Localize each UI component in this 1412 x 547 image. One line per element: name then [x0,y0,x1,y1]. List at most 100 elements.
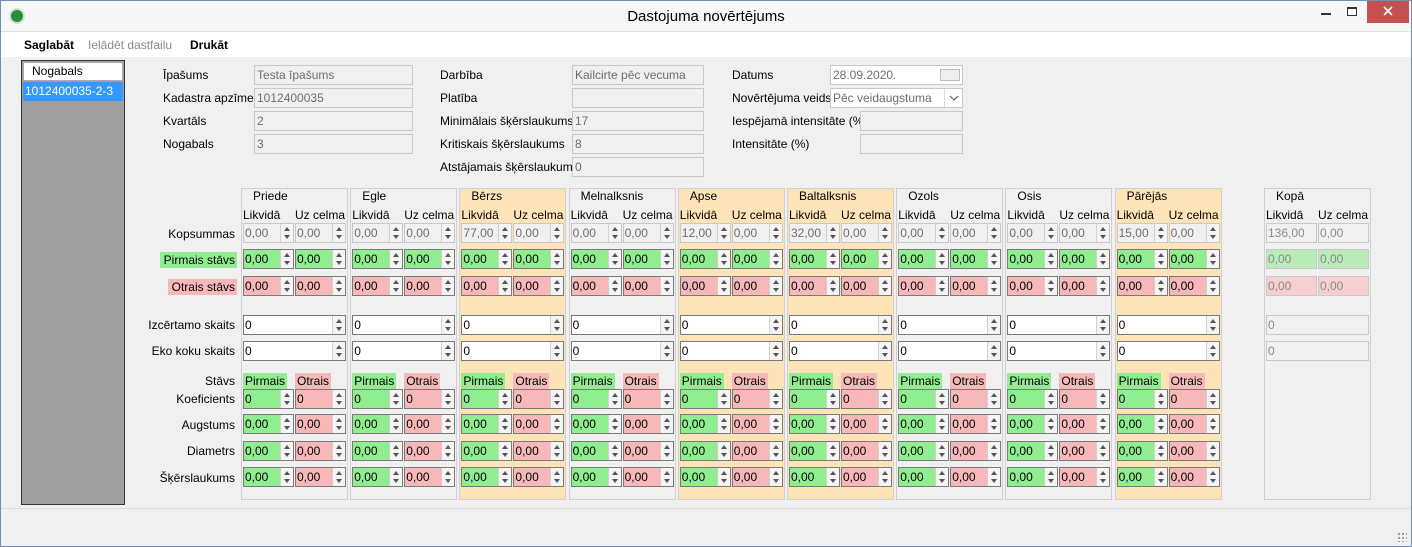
spin-button[interactable] [826,415,839,433]
numeric-input[interactable]: 0,00 [513,276,565,296]
numeric-input[interactable]: 0,00 [1116,441,1168,461]
spin-button[interactable] [280,224,293,242]
spin-button[interactable] [1205,224,1219,242]
spin-button[interactable] [498,224,512,242]
spin-button[interactable] [607,224,621,242]
spin-button[interactable] [441,342,455,360]
spin-button[interactable] [1096,390,1110,408]
spin-button[interactable] [716,442,730,460]
spin-button[interactable] [389,442,403,460]
spin-button[interactable] [550,250,564,268]
spin-button[interactable] [441,442,455,460]
spin-button[interactable] [1096,415,1110,433]
numeric-input[interactable]: 0 [243,389,294,409]
numeric-input[interactable]: 0 [679,389,731,409]
spin-button[interactable] [659,415,673,433]
numeric-input[interactable]: 0,00 [243,223,294,243]
numeric-input[interactable]: 0,00 [1116,467,1168,487]
numeric-input[interactable]: 0,00 [404,441,456,461]
numeric-input[interactable]: 0,00 [950,223,1002,243]
spin-button[interactable] [441,277,455,295]
spin-button[interactable] [280,468,293,486]
spin-button[interactable] [878,390,891,408]
numeric-input[interactable]: 0,00 [731,441,783,461]
spin-button[interactable] [1044,224,1058,242]
spin-button[interactable] [389,468,403,486]
text-field[interactable]: Testa īpašums [254,65,413,85]
spin-button[interactable] [389,224,403,242]
spin-button[interactable] [878,442,891,460]
spin-button[interactable] [1205,277,1219,295]
spin-button[interactable] [987,442,1001,460]
numeric-input[interactable]: 0,00 [622,249,674,269]
spin-button[interactable] [607,250,621,268]
numeric-input[interactable]: 0,00 [295,414,346,434]
text-field[interactable]: 2 [254,111,413,131]
spin-button[interactable] [607,442,621,460]
numeric-input[interactable]: 0,00 [404,249,456,269]
spin-button[interactable] [659,442,673,460]
text-field[interactable]: Kailcirte pēc vecuma [572,65,704,85]
numeric-input[interactable]: 0,00 [295,249,346,269]
spin-button[interactable] [1096,442,1110,460]
spin-button[interactable] [768,277,782,295]
spin-button[interactable] [826,250,839,268]
numeric-input[interactable]: 0 [789,341,892,361]
numeric-input[interactable]: 0,00 [841,223,892,243]
spin-button[interactable] [550,442,564,460]
numeric-input[interactable]: 0,00 [1007,414,1059,434]
numeric-input[interactable]: 0,00 [1168,414,1220,434]
spin-button[interactable] [935,224,949,242]
numeric-input[interactable]: 0,00 [731,276,783,296]
numeric-input[interactable]: 0,00 [950,414,1002,434]
numeric-input[interactable]: 0,00 [461,441,513,461]
spin-button[interactable] [716,468,730,486]
numeric-input[interactable]: 0,00 [404,223,456,243]
spin-button[interactable] [332,250,345,268]
numeric-input[interactable]: 0,00 [1116,276,1168,296]
spin-button[interactable] [498,277,512,295]
numeric-input[interactable]: 0,00 [789,276,840,296]
numeric-input[interactable]: 0 [731,389,783,409]
numeric-input[interactable]: 0,00 [1116,414,1168,434]
numeric-input[interactable]: 0 [1007,341,1111,361]
spin-button[interactable] [659,316,673,334]
numeric-input[interactable]: 0,00 [404,276,456,296]
spin-button[interactable] [935,250,949,268]
numeric-input[interactable]: 0,00 [1059,467,1111,487]
numeric-input[interactable]: 0 [789,315,892,335]
numeric-input[interactable]: 0,00 [898,441,950,461]
menu-item[interactable]: Saglabāt [24,38,75,52]
spin-button[interactable] [878,250,891,268]
numeric-input[interactable]: 0,00 [352,223,404,243]
numeric-input[interactable]: 0,00 [243,249,294,269]
spin-button[interactable] [441,415,455,433]
spin-button[interactable] [1153,390,1167,408]
numeric-input[interactable]: 0,00 [679,467,731,487]
text-field[interactable]: 8 [572,134,704,154]
spin-button[interactable] [716,390,730,408]
text-field[interactable]: 17 [572,111,704,131]
spin-button[interactable] [1205,468,1219,486]
spin-button[interactable] [935,415,949,433]
spin-button[interactable] [768,415,782,433]
numeric-input[interactable]: 0 [1007,389,1059,409]
spin-button[interactable] [441,390,455,408]
numeric-input[interactable]: 0 [679,315,783,335]
numeric-input[interactable]: 0,00 [461,414,513,434]
close-button[interactable] [1367,1,1409,23]
numeric-input[interactable]: 0 [898,341,1002,361]
numeric-input[interactable]: 0,00 [461,467,513,487]
numeric-input[interactable]: 0 [352,315,456,335]
spin-button[interactable] [1153,224,1167,242]
spin-button[interactable] [659,250,673,268]
spin-button[interactable] [987,277,1001,295]
spin-button[interactable] [768,250,782,268]
numeric-input[interactable]: 0,00 [950,441,1002,461]
numeric-input[interactable]: 0 [352,389,404,409]
numeric-input[interactable]: 0,00 [513,467,565,487]
numeric-input[interactable]: 0,00 [513,249,565,269]
spin-button[interactable] [987,224,1001,242]
numeric-input[interactable]: 0,00 [1007,223,1059,243]
spin-button[interactable] [878,468,891,486]
